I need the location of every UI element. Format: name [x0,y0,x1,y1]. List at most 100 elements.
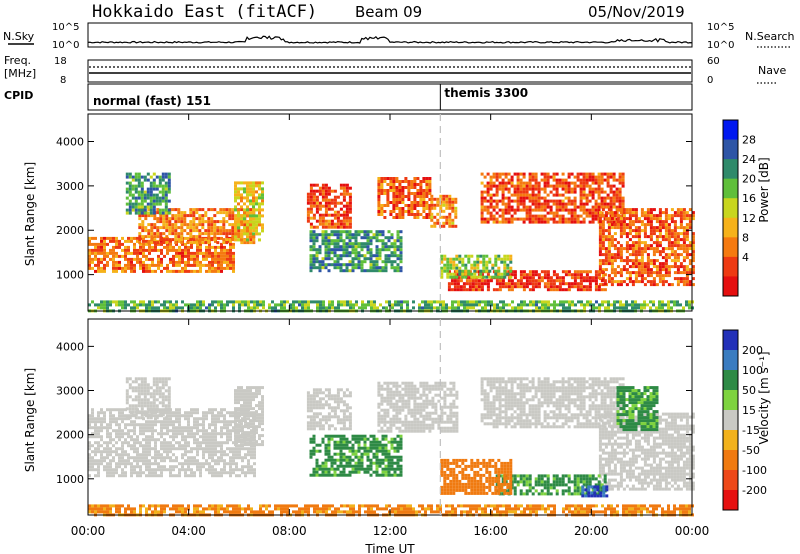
power-cell [337,306,340,310]
power-cell [601,247,605,251]
power-cell [143,193,147,197]
power-cell [306,195,310,199]
velocity-cell [103,450,106,454]
velocity-cell [145,453,148,457]
power-cell [454,306,457,310]
velocity-cell [190,450,193,454]
power-cell [610,241,614,245]
power-cell [190,303,193,307]
power-cell [156,217,160,221]
velocity-cell [217,456,220,460]
power-cell [546,202,550,206]
power-cell [175,306,178,310]
power-cell [404,186,408,189]
power-cell [172,245,175,249]
power-cell [349,300,352,304]
power-cell [504,285,508,289]
power-cell [421,300,424,304]
velocity-cell [220,471,223,475]
power-cell [433,215,437,219]
power-cell [480,208,484,212]
power-cell [448,215,452,219]
power-cell [625,241,629,245]
power-cell [531,202,535,206]
power-cell [489,202,493,206]
power-cell [537,282,541,286]
power-cell [462,288,466,292]
power-cell [183,217,187,221]
power-cell [318,189,322,193]
power-cell [474,285,478,289]
power-cell [315,201,319,205]
power-cell [255,229,258,233]
power-cell [625,235,629,239]
velocity-cell [112,456,115,460]
velocity-cell [166,447,169,451]
velocity-cell [184,450,187,454]
velocity-cell [169,456,172,460]
power-cell [567,181,571,185]
power-cell [121,269,124,273]
power-cell [628,259,632,263]
power-cell [219,208,223,212]
power-cell [634,217,638,221]
power-cell [112,236,115,240]
velocity-cell [136,474,139,478]
power-cell [258,217,261,221]
velocity-cell [94,420,97,424]
velocity-cell [109,465,112,469]
power-cell [482,257,486,261]
power-cell [169,257,172,261]
power-cell [151,306,154,310]
power-cell [621,199,625,203]
power-cell [339,254,343,258]
power-cell [336,219,340,223]
power-cell [604,229,608,233]
velocity-cell [133,423,136,427]
power-cell [309,204,313,208]
power-cell [479,254,483,258]
power-cell [137,172,141,176]
velocity-cell [235,474,238,478]
power-cell [246,199,249,203]
power-cell [255,220,258,224]
power-cell [161,208,165,212]
velocity-cell [178,420,181,424]
power-cell [321,189,325,193]
velocity-cell [100,426,103,430]
power-cell [226,248,229,252]
power-cell [603,279,607,283]
power-cell [576,184,580,188]
velocity-cell [121,456,124,460]
power-cell [385,300,388,304]
power-cell [448,221,452,225]
velocity-cell [220,456,223,460]
velocity-cell [235,456,238,460]
power-cell [155,199,159,203]
power-cell [321,213,325,217]
power-cell [601,277,605,281]
power-cell [165,241,169,245]
power-cell [588,288,592,292]
power-cell [189,238,193,242]
power-cell [664,268,668,272]
power-cell [550,303,553,307]
power-cell [137,184,141,188]
power-cell [619,303,622,307]
power-cell [513,199,517,203]
power-cell [234,184,237,188]
power-cell [688,268,692,272]
velocity-cell [193,423,196,427]
power-cell [202,257,205,261]
power-cell [543,208,547,212]
power-cell [558,205,562,209]
power-cell [495,172,499,176]
power-cell [244,300,247,304]
power-cell [184,254,187,258]
velocity-cell [190,408,193,412]
power-cell [339,207,343,211]
power-cell [246,196,249,200]
power-cell [210,229,214,233]
power-cell [151,260,154,264]
power-cell [598,306,601,310]
